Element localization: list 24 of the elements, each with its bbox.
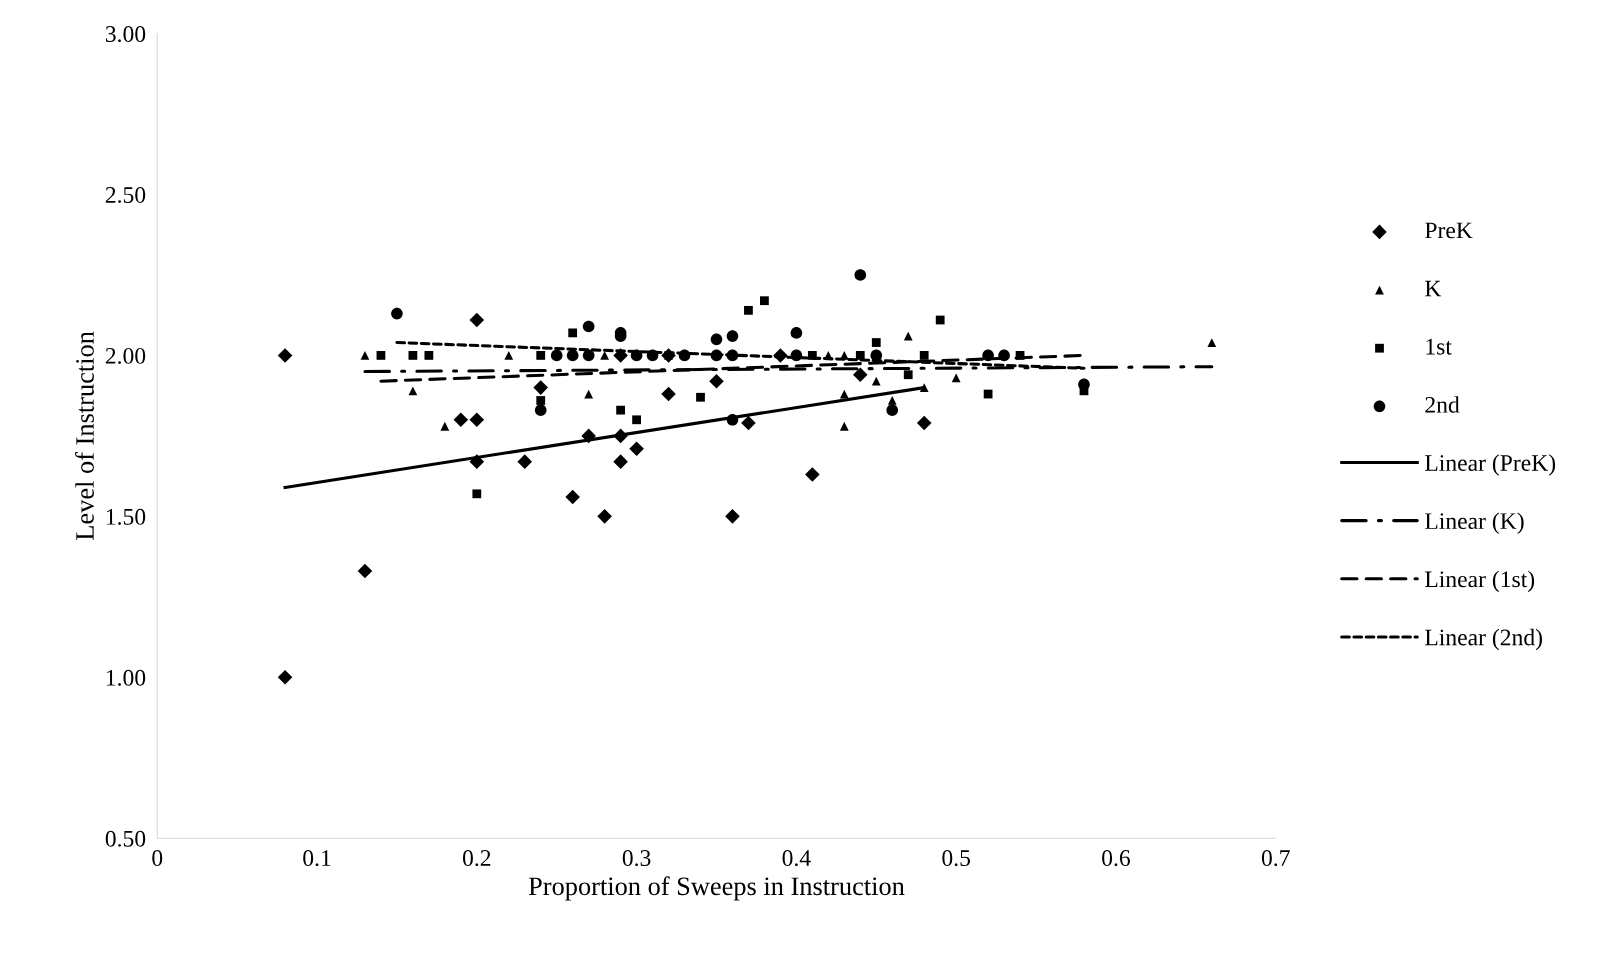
y-axis-title: Level of Instruction xyxy=(75,331,94,540)
y-tick-label: 1.50 xyxy=(106,508,146,525)
y-tick-label: 3.00 xyxy=(105,26,146,43)
legend-label: PreK xyxy=(1425,222,1473,239)
x-axis-title: Proportion of Sweeps in Instruction xyxy=(528,876,905,901)
legend-label: K xyxy=(1425,280,1442,297)
x-tick-label: 0.6 xyxy=(1102,850,1130,867)
legend-label: Linear (1st) xyxy=(1425,570,1535,593)
x-tick-label: 0.7 xyxy=(1261,850,1290,867)
legend-label: 2nd xyxy=(1425,396,1460,413)
x-tick-label: 0 xyxy=(152,850,163,866)
x-tick-label: 0.3 xyxy=(622,850,651,867)
legend-label: Linear (2nd) xyxy=(1425,628,1542,651)
legend-label: Linear (PreK) xyxy=(1425,454,1556,476)
x-tick-label: 0.4 xyxy=(782,850,811,867)
x-tick-label: 0.2 xyxy=(462,850,491,867)
legend-label: Linear (K) xyxy=(1425,512,1524,534)
y-tick-label: 2.50 xyxy=(105,186,146,203)
legend-label: 1st xyxy=(1426,338,1452,355)
x-tick-label: 0.1 xyxy=(303,850,331,867)
y-tick-label: 2.00 xyxy=(105,347,146,364)
y-tick-label: 0.50 xyxy=(105,830,146,847)
y-tick-label: 1.00 xyxy=(106,669,146,686)
x-tick-label: 0.5 xyxy=(942,850,970,867)
